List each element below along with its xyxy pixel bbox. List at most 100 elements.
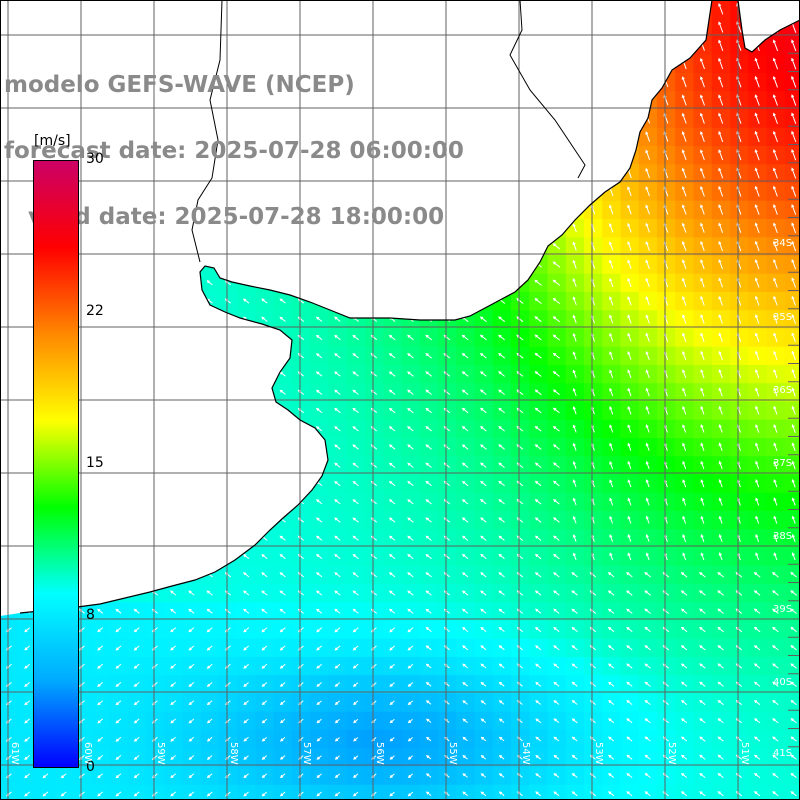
lon-label-51w: 51W xyxy=(739,742,750,765)
wind-arrow xyxy=(425,681,432,687)
wind-arrow xyxy=(699,718,706,724)
ocean-cell xyxy=(638,784,658,800)
wind-arrow xyxy=(407,791,414,797)
wind-arrow xyxy=(680,791,688,797)
wind-arrow xyxy=(553,553,560,560)
wind-arrow xyxy=(534,590,542,596)
wind-arrow xyxy=(572,479,577,488)
wind-arrow xyxy=(572,442,577,451)
wind-arrow xyxy=(534,626,542,633)
wind-arrow xyxy=(498,371,506,377)
wind-arrow xyxy=(718,369,723,379)
wind-arrow xyxy=(316,718,322,724)
wind-arrow xyxy=(644,608,651,614)
wind-arrow xyxy=(261,755,268,760)
ocean-cell xyxy=(602,784,621,800)
wind-arrow xyxy=(316,645,323,651)
wind-arrow xyxy=(353,755,359,760)
wind-arrow xyxy=(425,755,432,760)
wind-arrow xyxy=(24,791,31,797)
wind-arrow xyxy=(352,645,359,651)
wind-arrow xyxy=(571,791,578,797)
coastline-ne xyxy=(737,0,800,53)
wind-arrow xyxy=(682,405,687,415)
wind-arrow xyxy=(498,517,505,523)
wind-arrow xyxy=(773,332,778,343)
wind-arrow xyxy=(791,204,797,215)
wind-arrow xyxy=(754,149,760,161)
wind-arrow xyxy=(773,313,778,324)
wind-arrow xyxy=(170,627,177,633)
wind-arrow xyxy=(644,699,651,705)
wind-arrow xyxy=(627,424,632,433)
wind-arrow xyxy=(626,791,633,797)
wind-arrow xyxy=(571,572,578,578)
wind-arrow xyxy=(572,534,577,542)
wind-arrow xyxy=(407,535,414,541)
wind-arrow xyxy=(535,773,542,778)
wind-arrow xyxy=(133,645,140,651)
wind-arrow xyxy=(115,627,122,633)
wind-arrow xyxy=(480,608,487,614)
wind-arrow xyxy=(480,462,487,468)
wind-arrow xyxy=(353,773,359,779)
ocean-cell xyxy=(766,784,786,800)
wind-arrow xyxy=(791,479,796,488)
wind-arrow xyxy=(552,316,561,323)
wind-arrow xyxy=(242,572,250,578)
wind-arrow xyxy=(188,627,195,633)
wind-arrow xyxy=(699,112,705,124)
wind-arrow xyxy=(700,149,705,161)
wind-arrow xyxy=(206,718,213,724)
wind-arrow xyxy=(425,480,432,487)
wind-arrow xyxy=(772,57,779,70)
wind-arrow xyxy=(480,517,487,523)
wind-arrow xyxy=(498,754,505,760)
wind-arrow xyxy=(773,369,778,379)
wind-arrow xyxy=(699,772,706,778)
wind-arrow xyxy=(60,791,67,797)
wind-arrow xyxy=(461,389,469,395)
wind-arrow xyxy=(699,663,706,669)
wind-arrow xyxy=(407,572,414,578)
wind-arrow xyxy=(425,334,433,341)
wind-arrow xyxy=(699,736,706,742)
ocean-cell xyxy=(511,784,530,800)
wind-arrow xyxy=(352,499,359,505)
wind-arrow xyxy=(461,480,469,487)
wind-arrow xyxy=(407,627,414,633)
wind-arrow xyxy=(571,645,578,651)
wind-arrow xyxy=(480,626,487,632)
wind-arrow xyxy=(480,480,487,487)
wind-arrow xyxy=(97,718,104,724)
wind-arrow xyxy=(425,444,432,450)
wind-arrow xyxy=(626,608,633,614)
wind-arrow xyxy=(498,499,505,505)
wind-arrow xyxy=(791,497,796,506)
wind-arrow xyxy=(609,387,614,397)
wind-arrow xyxy=(771,572,779,578)
wind-arrow xyxy=(718,534,723,542)
lon-label-55w: 55W xyxy=(447,742,458,765)
wind-arrow xyxy=(717,645,724,651)
wind-arrow xyxy=(535,754,542,760)
wind-arrow xyxy=(717,754,724,760)
ocean-cell xyxy=(784,474,800,494)
wind-arrow xyxy=(553,791,560,797)
wind-arrow xyxy=(718,167,724,179)
wind-arrow xyxy=(627,515,632,524)
lon-label-54w: 54W xyxy=(520,742,531,765)
wind-arrow xyxy=(791,424,796,433)
wind-arrow xyxy=(627,314,632,324)
ocean-cell xyxy=(784,346,800,366)
ocean-cell xyxy=(18,784,37,800)
wind-arrow xyxy=(315,353,323,359)
wind-arrow xyxy=(753,754,761,760)
ocean-cell xyxy=(529,784,548,800)
wind-arrow xyxy=(773,460,778,470)
wind-arrow xyxy=(681,112,687,124)
wind-arrow xyxy=(133,608,140,614)
wind-arrow xyxy=(608,700,615,705)
wind-arrow xyxy=(790,718,797,724)
